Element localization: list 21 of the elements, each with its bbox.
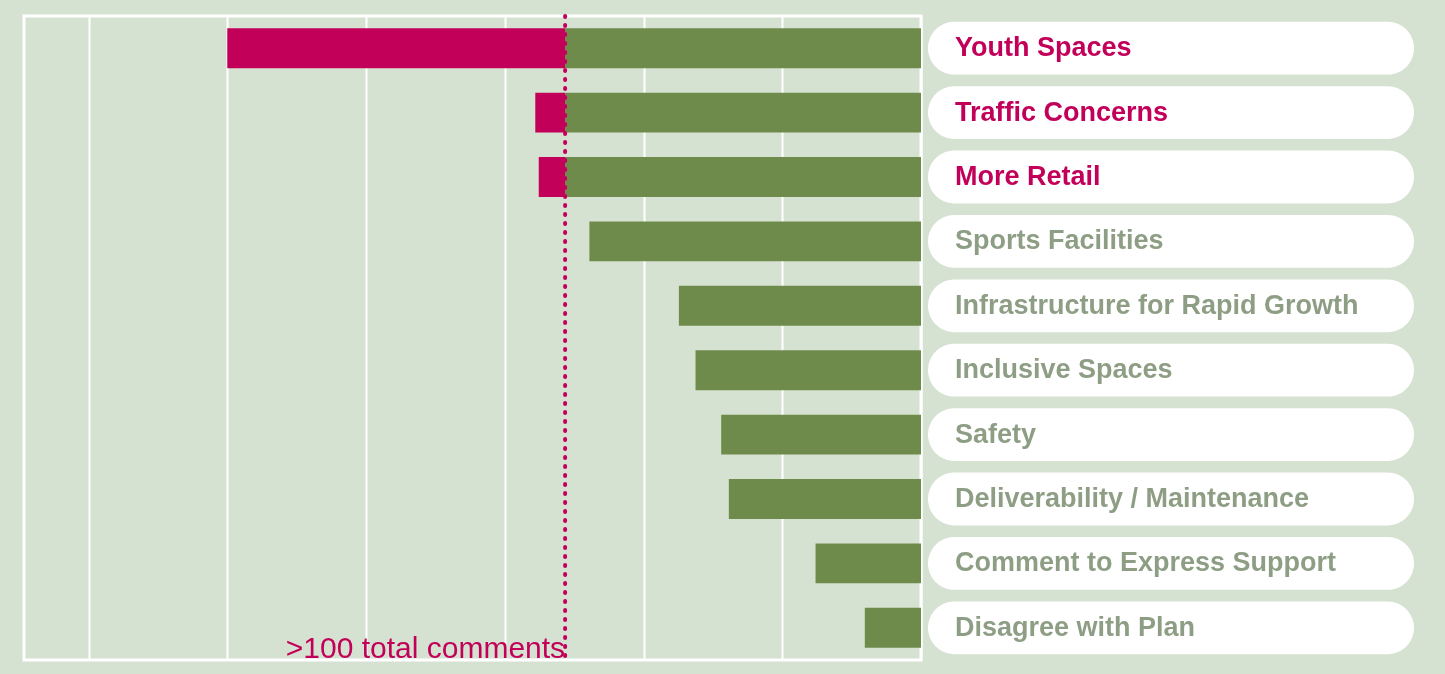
bar — [721, 414, 921, 455]
ref-line-label: >100 total comments — [285, 631, 566, 664]
bar — [565, 157, 921, 197]
y-tick-label: Youth Spaces — [955, 32, 1132, 63]
bar — [565, 92, 921, 133]
y-tick-label: Infrastructure for Rapid Growth — [955, 289, 1359, 320]
y-tick-label: Comment to Express Support — [955, 547, 1337, 578]
bar — [565, 28, 921, 69]
y-tick-label: More Retail — [955, 161, 1101, 191]
y-tick-label: Sports Facilities — [955, 225, 1164, 256]
y-tick-label: Deliverability / Maintenance — [955, 483, 1310, 513]
y-tick-label: Traffic Concerns — [955, 96, 1169, 127]
bar — [728, 479, 921, 519]
bar — [815, 543, 921, 584]
bar — [864, 607, 921, 648]
y-tick-label: Inclusive Spaces — [955, 354, 1173, 385]
bar — [695, 350, 921, 391]
bar — [678, 285, 921, 326]
y-tick-label: Safety — [955, 418, 1037, 449]
bar — [589, 221, 921, 262]
y-tick-label: Disagree with Plan — [955, 611, 1196, 642]
